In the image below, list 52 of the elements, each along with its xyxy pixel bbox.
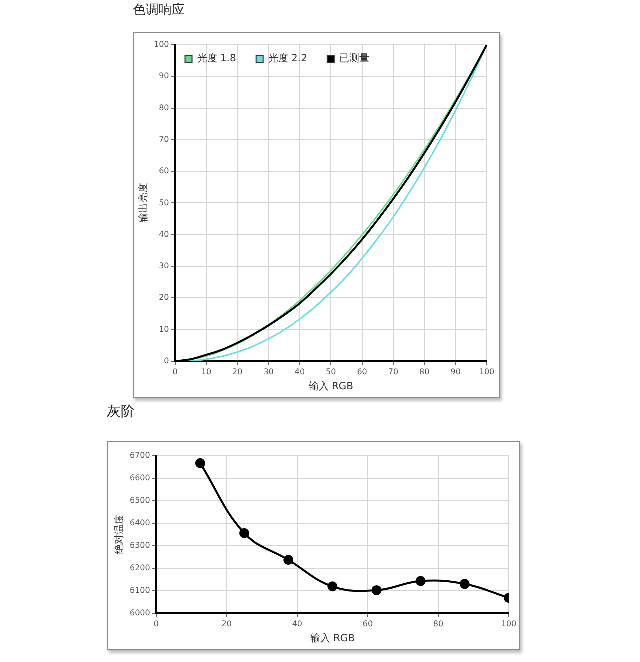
x-tick-label: 20 (232, 367, 243, 376)
point (372, 585, 382, 596)
y-tick-label: 100 (154, 40, 170, 50)
x-tick-label: 70 (388, 367, 399, 376)
x-axis-title: 输入 RGB (310, 632, 356, 645)
chart-title: 灰阶 (107, 404, 135, 420)
y-tick-label: 80 (159, 103, 170, 112)
x-tick-label: 0 (172, 367, 178, 376)
y-tick-label: 70 (159, 135, 170, 144)
y-tick-label: 6700 (130, 451, 150, 460)
x-tick-label: 100 (501, 619, 517, 628)
legend-label: 光度 1.8 (197, 52, 236, 65)
y-tick-label: 6500 (130, 496, 150, 506)
x-tick-label: 40 (292, 619, 303, 628)
y-tick-label: 50 (159, 198, 170, 208)
line-series (175, 45, 487, 362)
point (460, 579, 470, 590)
x-axis-title: 输入 RGB (308, 380, 354, 393)
x-tick-label: 40 (294, 367, 306, 376)
y-tick-label: 6200 (130, 564, 150, 573)
x-tick-label: 90 (450, 367, 461, 376)
x-tick-label: 60 (362, 619, 374, 628)
x-tick-label: 80 (420, 367, 430, 376)
y-tick-label: 6300 (130, 541, 150, 550)
x-tick-label: 10 (201, 367, 212, 376)
y-tick-label: 6000 (130, 608, 150, 618)
y-tick-label: 6400 (130, 518, 150, 528)
point (195, 458, 206, 468)
x-tick-label: 60 (357, 367, 368, 376)
point (416, 576, 426, 586)
point (284, 555, 294, 566)
y-tick-label: 30 (159, 262, 170, 271)
x-tick-label: 30 (264, 367, 274, 376)
y-tick-label: 90 (159, 72, 170, 81)
legend-label: 光度 2.2 (268, 52, 308, 65)
legend-label: 已测量 (339, 52, 370, 65)
y-tick-label: 0 (164, 356, 170, 366)
chart-title: 色调响应 (133, 3, 185, 19)
y-tick-label: 6600 (130, 474, 150, 483)
y-tick-label: 60 (159, 166, 170, 176)
y-axis-title: 输出亮度 (138, 183, 150, 224)
x-tick-label: 80 (433, 619, 444, 628)
x-tick-label: 100 (479, 367, 495, 376)
y-tick-label: 6100 (130, 586, 150, 595)
y-tick-label: 10 (159, 324, 170, 334)
point (328, 582, 338, 592)
y-tick-label: 20 (159, 293, 170, 302)
y-tick-label: 40 (159, 230, 170, 239)
point (240, 528, 250, 538)
x-tick-label: 20 (222, 619, 232, 628)
x-tick-label: 50 (326, 367, 336, 376)
y-axis-title: 绝对温度 (114, 514, 126, 555)
